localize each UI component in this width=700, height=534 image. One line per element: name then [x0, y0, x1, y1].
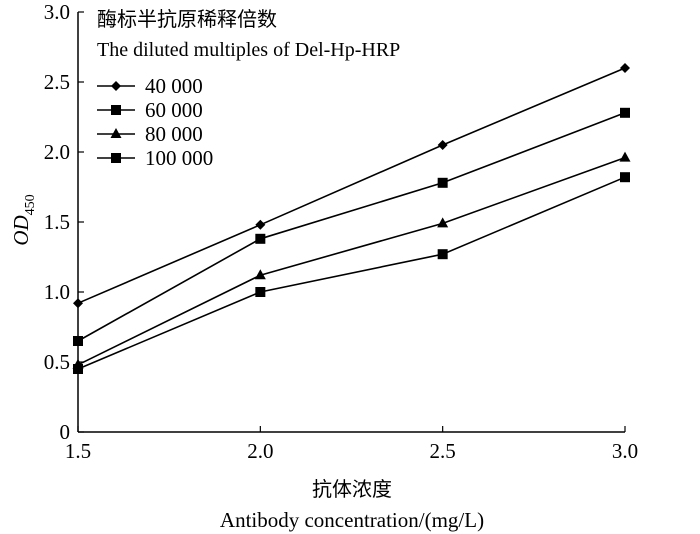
x-tick-label: 2.0: [247, 439, 273, 463]
data-point: [437, 140, 448, 150]
data-point: [437, 249, 448, 260]
legend-item: 60 000: [97, 98, 203, 122]
series-line: [77, 112, 626, 342]
series-line: [77, 67, 626, 304]
data-point: [620, 107, 630, 118]
y-tick-label: 0: [60, 420, 71, 444]
legend-marker: [111, 81, 121, 91]
y-tick-label: 0.5: [44, 350, 70, 374]
x-tick-label: 2.5: [430, 439, 456, 463]
legend-title: The diluted multiples of Del-Hp-HRP: [97, 39, 400, 61]
x-axis-title: Antibody concentration/(mg/L): [220, 508, 484, 532]
y-tick-label: 2.5: [44, 70, 70, 94]
data-point: [73, 336, 83, 346]
series-layer: [72, 63, 631, 374]
axes: 0 0.5 1.0 1.5 2.0 2.5 3.0 1.5 2.0 2.5 3.0: [44, 0, 638, 463]
data-point: [437, 177, 448, 188]
legend-marker: [110, 128, 122, 138]
legend-label: 60 000: [145, 98, 203, 122]
data-point: [255, 287, 266, 297]
legend-marker: [111, 105, 121, 115]
data-point: [437, 217, 449, 228]
series-1: [73, 107, 630, 346]
y-axis-title-group: OD450: [9, 194, 38, 245]
legend-label: 40 000: [145, 74, 203, 98]
series-line: [77, 156, 626, 366]
y-tick-label: 3.0: [44, 0, 70, 24]
legend-item: 100 000: [97, 146, 213, 170]
data-point: [73, 364, 83, 374]
legend-label: 100 000: [145, 146, 213, 170]
legend-item: 80 000: [97, 122, 203, 146]
data-point: [620, 172, 630, 183]
data-point: [619, 151, 631, 162]
y-tick-label: 1.0: [44, 280, 70, 304]
data-point: [620, 63, 630, 73]
data-point: [254, 269, 266, 280]
legend-item: 40 000: [97, 74, 203, 98]
data-point: [73, 298, 83, 309]
series-line: [77, 176, 626, 370]
data-point: [255, 233, 266, 244]
series-3: [73, 172, 630, 374]
x-tick-label: 1.5: [65, 439, 91, 463]
x-tick-label: 3.0: [612, 439, 638, 463]
legend-title-cn: 酶标半抗原稀释倍数: [97, 7, 277, 31]
data-point: [255, 219, 266, 230]
x-axis-title-cn: 抗体浓度: [312, 477, 392, 501]
legend-label: 80 000: [145, 122, 203, 146]
y-axis-title-main: OD: [9, 215, 33, 245]
series-0: [73, 63, 630, 309]
y-axis-title-sub: 450: [23, 194, 38, 215]
y-tick-label: 2.0: [44, 140, 70, 164]
y-axis-title: OD450: [9, 194, 38, 245]
legend-marker: [111, 153, 121, 163]
y-tick-label: 1.5: [44, 210, 70, 234]
